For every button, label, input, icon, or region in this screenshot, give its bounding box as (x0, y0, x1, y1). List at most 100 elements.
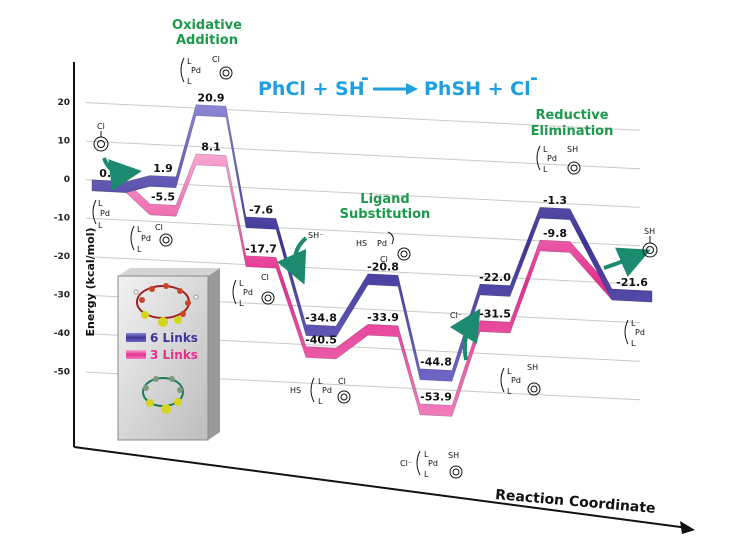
pd-complex-end-icon: L Pd L (624, 319, 645, 348)
svg-text:Cl: Cl (212, 55, 220, 64)
svg-text:L: L (424, 470, 429, 479)
value-label-6-links: -20.8 (367, 261, 399, 274)
legend-swatch-6-links (126, 333, 146, 342)
reductive-elimination-ts-icon: L Pd L SH (536, 145, 581, 175)
svg-text:Pd: Pd (428, 459, 438, 468)
svg-text:Pd: Pd (141, 234, 151, 243)
svg-text:Pd: Pd (377, 239, 387, 248)
svg-text:Cl: Cl (338, 377, 346, 386)
svg-text:L: L (239, 299, 244, 308)
gridline (85, 256, 641, 285)
svg-text:Cl: Cl (155, 223, 163, 232)
stage-oxidative-addition-line2: Addition (176, 33, 238, 48)
svg-text:Pd: Pd (100, 209, 110, 218)
svg-text:HS: HS (290, 386, 301, 395)
arrow-sh-in-icon (276, 236, 308, 285)
arrow-phcl-in-icon (102, 157, 142, 191)
pd-complex-start-icon: L Pd L (92, 199, 110, 230)
value-label-6-links: -1.3 (543, 194, 567, 207)
pd-aryl-chloride-icon: L Pd L Cl (232, 273, 275, 308)
y-tick-label: -40 (54, 329, 70, 339)
series-6-links (91, 104, 653, 382)
svg-text:L: L (137, 225, 142, 234)
pd-thiolate-aryl-icon: L Pd L SH (500, 363, 541, 396)
legend-swatch-3-links (126, 350, 146, 359)
equation-arrowhead (406, 83, 418, 95)
value-label-3-links: -40.5 (305, 333, 337, 346)
value-label-3-links: -17.7 (245, 242, 277, 255)
x-axis-line (73, 446, 689, 529)
sh-anion-label: SH⁻ (308, 231, 323, 240)
svg-text:L: L (543, 145, 548, 154)
svg-text:SH: SH (644, 227, 655, 236)
phsh-product-icon: SH (642, 227, 658, 258)
svg-text:L: L (239, 279, 244, 288)
svg-text:SH: SH (448, 451, 459, 460)
y-tick-label: 20 (57, 98, 70, 108)
equation-reactants: PhCl + SH (258, 78, 365, 100)
svg-text:L: L (137, 245, 142, 254)
value-label-6-links: 1.9 (153, 162, 173, 175)
legend-box-top (118, 268, 220, 276)
svg-text:L: L (631, 319, 636, 328)
equation-superscript-minus-2: - (530, 67, 538, 89)
molecule-sketches: Cl L Pd L L Pd L Cl L Pd L Cl (92, 55, 658, 479)
legend: 6 Links 3 Links (117, 268, 220, 441)
y-tick-label: -20 (54, 252, 70, 262)
svg-text:Pd: Pd (547, 154, 557, 163)
svg-text:L: L (543, 165, 548, 174)
y-tick-label: -30 (54, 291, 70, 301)
stage-labels: Oxidative Addition Ligand Substitution R… (172, 18, 613, 222)
y-tick-label: -10 (54, 214, 70, 224)
stage-oxidative-addition-line1: Oxidative (172, 18, 242, 33)
oxidative-addition-ts-icon: L Pd L Cl (180, 55, 233, 86)
y-tick-label: 10 (57, 137, 70, 147)
svg-text:L: L (98, 221, 103, 230)
svg-text:Pd: Pd (243, 288, 253, 297)
svg-text:Pd: Pd (191, 66, 201, 75)
y-tick-labels: 20 10 0 -10 -20 -30 -40 -50 (54, 98, 70, 378)
gridline (85, 102, 641, 131)
legend-label-3-links: 3 Links (150, 348, 198, 362)
pd-phcl-complex-icon: L Pd L Cl (130, 223, 173, 254)
cl-pd-sh-intermediate-icon: Cl⁻ L Pd L SH (400, 450, 463, 479)
svg-text:SH: SH (527, 363, 538, 372)
value-label-6-links: 20.9 (197, 91, 224, 104)
gridline (85, 140, 641, 170)
hs-pd-cl-intermediate-icon: HS L Pd L Cl (290, 377, 351, 406)
value-label-3-links: 8.1 (201, 141, 221, 154)
y-tick-label: -50 (54, 368, 70, 378)
svg-text:HS: HS (356, 239, 367, 248)
svg-text:L: L (424, 450, 429, 459)
svg-text:Pd: Pd (511, 376, 521, 385)
svg-text:L: L (507, 387, 512, 396)
value-labels: 0.0 1.920.9-7.6-20.8-34.8-44.8-22.0-1.3-2… (99, 91, 648, 403)
equation-products: PhSH + Cl (424, 78, 531, 100)
svg-text:L: L (318, 377, 323, 386)
svg-text:Pd: Pd (635, 328, 645, 337)
stage-reductive-elimination-line1: Reductive (535, 108, 608, 123)
cl-anion-label: Cl⁻ (450, 311, 462, 320)
value-label-6-links: -7.6 (249, 204, 273, 217)
phcl-structure-icon: Cl (93, 122, 109, 152)
y-axis-label: Energy (kcal/mol) (84, 228, 97, 337)
value-label-3-links: -33.9 (367, 311, 399, 324)
svg-text:L: L (98, 199, 103, 208)
svg-text:L: L (187, 57, 192, 66)
value-label-3-links: -53.9 (420, 391, 452, 404)
svg-text:Cl: Cl (97, 122, 105, 131)
value-label-6-links: -34.8 (305, 311, 337, 324)
svg-text:L: L (631, 339, 636, 348)
value-label-6-links: -22.0 (479, 271, 511, 284)
value-label-3-links: -31.5 (479, 307, 511, 320)
svg-text:Pd: Pd (322, 386, 332, 395)
equation-superscript-minus-1: - (361, 67, 369, 89)
svg-text:Cl: Cl (380, 255, 388, 264)
value-label-3-links: -9.8 (543, 227, 567, 240)
stage-ligand-substitution-line2: Substitution (340, 207, 431, 222)
six-link-ring-structure-icon (133, 283, 199, 327)
stage-reductive-elimination-line2: Elimination (531, 124, 614, 139)
three-link-ring-structure-icon (142, 376, 184, 414)
svg-text:L: L (507, 367, 512, 376)
